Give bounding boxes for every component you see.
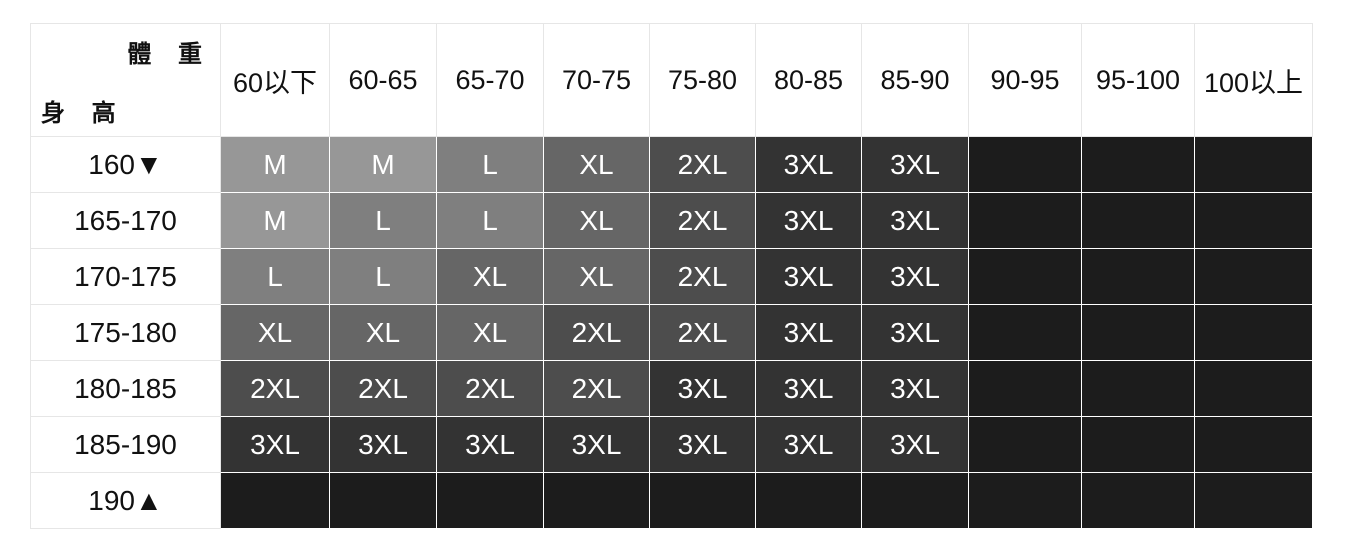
height-header: 165-170 — [30, 192, 221, 249]
size-cell — [968, 472, 1082, 529]
size-cell: L — [436, 192, 544, 249]
size-cell: 3XL — [649, 416, 756, 473]
size-cell: 3XL — [861, 248, 969, 305]
size-cell: L — [329, 192, 437, 249]
height-header: 175-180 — [30, 304, 221, 361]
size-cell — [861, 472, 969, 529]
size-cell — [1194, 360, 1313, 417]
height-header: 160▼ — [30, 136, 221, 193]
size-cell — [968, 360, 1082, 417]
size-cell: 2XL — [649, 192, 756, 249]
size-cell — [1194, 248, 1313, 305]
weight-header: 95-100 — [1081, 23, 1195, 137]
size-cell — [1081, 248, 1195, 305]
size-cell: 3XL — [861, 192, 969, 249]
size-cell — [968, 136, 1082, 193]
size-cell: XL — [436, 304, 544, 361]
table-row: 190▲ — [30, 472, 1313, 529]
height-header: 180-185 — [30, 360, 221, 417]
size-cell: 2XL — [220, 360, 330, 417]
weight-header: 75-80 — [649, 23, 756, 137]
size-cell: XL — [543, 136, 650, 193]
height-header: 185-190 — [30, 416, 221, 473]
size-cell — [755, 472, 862, 529]
size-cell: 2XL — [436, 360, 544, 417]
size-cell — [543, 472, 650, 529]
size-cell — [1081, 192, 1195, 249]
size-cell: 3XL — [543, 416, 650, 473]
size-cell: 3XL — [755, 416, 862, 473]
size-cell — [968, 304, 1082, 361]
table-row: 185-190 3XL 3XL 3XL 3XL 3XL 3XL 3XL — [30, 416, 1313, 473]
size-cell — [1081, 416, 1195, 473]
size-cell: 3XL — [861, 360, 969, 417]
size-cell — [329, 472, 437, 529]
table-row: 175-180 XL XL XL 2XL 2XL 3XL 3XL — [30, 304, 1313, 361]
weight-header: 60以下 — [220, 23, 330, 137]
header-row: 體 重 身 高 60以下 60-65 65-70 70-75 75-80 80-85 85-… — [30, 23, 1313, 137]
size-cell — [968, 248, 1082, 305]
size-cell: XL — [543, 248, 650, 305]
size-cell — [649, 472, 756, 529]
size-cell: 2XL — [543, 360, 650, 417]
weight-header: 65-70 — [436, 23, 544, 137]
size-cell — [968, 416, 1082, 473]
weight-header: 60-65 — [329, 23, 437, 137]
size-cell: 3XL — [649, 360, 756, 417]
table-row: 165-170 M L L XL 2XL 3XL 3XL — [30, 192, 1313, 249]
height-header: 190▲ — [30, 472, 221, 529]
size-chart-table: 體 重 身 高 60以下 60-65 65-70 70-75 75-80 80-85 85-… — [30, 23, 1313, 529]
table-row: 160▼ M M L XL 2XL 3XL 3XL — [30, 136, 1313, 193]
size-cell: 2XL — [649, 248, 756, 305]
size-cell: 2XL — [543, 304, 650, 361]
size-cell: 3XL — [755, 192, 862, 249]
weight-header: 90-95 — [968, 23, 1082, 137]
size-cell: 3XL — [861, 304, 969, 361]
size-cell — [220, 472, 330, 529]
size-cell: M — [220, 136, 330, 193]
size-cell: 3XL — [329, 416, 437, 473]
size-cell: M — [220, 192, 330, 249]
height-header: 170-175 — [30, 248, 221, 305]
size-cell — [1081, 360, 1195, 417]
weight-header: 100以上 — [1194, 23, 1313, 137]
size-cell: 3XL — [755, 304, 862, 361]
size-cell: 3XL — [861, 416, 969, 473]
size-cell: M — [329, 136, 437, 193]
size-cell — [968, 192, 1082, 249]
size-cell — [1194, 472, 1313, 529]
size-cell: L — [436, 136, 544, 193]
size-cell — [1194, 304, 1313, 361]
size-cell: 3XL — [220, 416, 330, 473]
size-cell: 3XL — [436, 416, 544, 473]
size-cell: 2XL — [329, 360, 437, 417]
weight-header: 70-75 — [543, 23, 650, 137]
size-cell — [1194, 192, 1313, 249]
table-row: 180-185 2XL 2XL 2XL 2XL 3XL 3XL 3XL — [30, 360, 1313, 417]
height-label: 身 高 — [41, 100, 126, 127]
size-cell: 2XL — [649, 136, 756, 193]
size-cell: 2XL — [649, 304, 756, 361]
table-row: 170-175 L L XL XL 2XL 3XL 3XL — [30, 248, 1313, 305]
size-cell — [1081, 136, 1195, 193]
size-cell: 3XL — [755, 136, 862, 193]
weight-header: 80-85 — [755, 23, 862, 137]
size-cell — [1194, 416, 1313, 473]
size-cell: XL — [436, 248, 544, 305]
size-cell: 3XL — [755, 360, 862, 417]
size-cell: 3XL — [755, 248, 862, 305]
size-cell: XL — [543, 192, 650, 249]
size-cell: 3XL — [861, 136, 969, 193]
size-cell — [1081, 304, 1195, 361]
size-cell: L — [220, 248, 330, 305]
size-cell: XL — [220, 304, 330, 361]
weight-header: 85-90 — [861, 23, 969, 137]
size-cell: L — [329, 248, 437, 305]
corner-cell: 體 重 身 高 — [30, 23, 221, 137]
size-cell — [1081, 472, 1195, 529]
size-cell — [436, 472, 544, 529]
size-cell: XL — [329, 304, 437, 361]
weight-label: 體 重 — [127, 41, 212, 68]
size-cell — [1194, 136, 1313, 193]
